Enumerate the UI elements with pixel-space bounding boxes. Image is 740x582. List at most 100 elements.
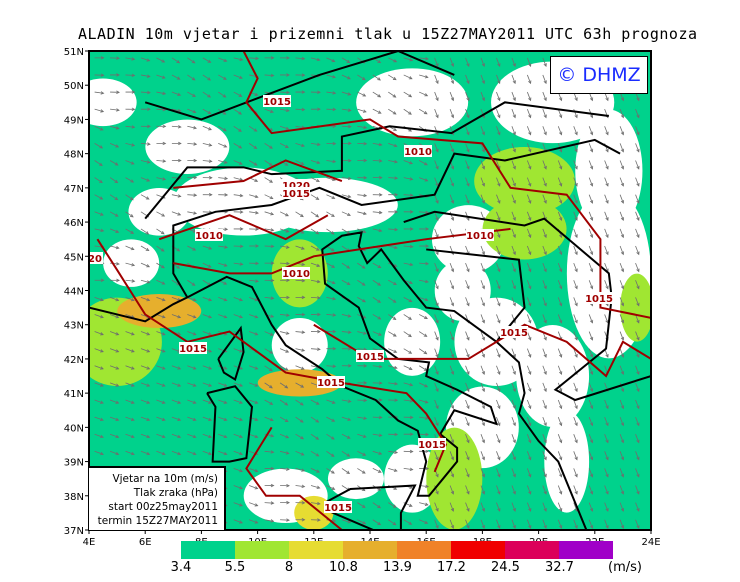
wind-arrow	[372, 314, 381, 320]
wind-arrow	[635, 160, 640, 170]
wind-arrow	[279, 416, 289, 422]
wind-arrow	[187, 314, 196, 318]
wind-arrow	[604, 468, 609, 477]
wind-arrow	[542, 194, 547, 204]
border-north	[144, 101, 609, 220]
wind-arrow	[480, 109, 485, 118]
wind-arrow	[604, 485, 609, 495]
wind-arrow	[449, 314, 454, 323]
wind-arrow	[326, 416, 335, 422]
wind-arrow	[388, 160, 398, 163]
wind-arrow	[357, 433, 367, 438]
wind-arrow	[573, 468, 578, 477]
wind-arrow	[295, 468, 305, 472]
wind-arrow	[573, 314, 578, 323]
wind-arrow	[403, 519, 412, 525]
wind-arrow	[635, 297, 640, 306]
wind-arrow	[264, 194, 273, 199]
wind-arrow	[109, 211, 119, 217]
wind-arrow	[264, 228, 274, 231]
lon-tick-label: 24E	[641, 537, 660, 548]
wind-arrow	[635, 194, 640, 204]
wind-arrow	[573, 245, 578, 255]
wind-arrow	[449, 399, 454, 409]
wind-arrow	[310, 279, 320, 283]
wind-arrow	[403, 296, 412, 302]
wind-arrow	[434, 365, 439, 375]
wind-arrow	[526, 262, 531, 272]
wind-arrow	[279, 228, 289, 233]
wind-arrow	[465, 109, 470, 118]
wind-arrow	[310, 502, 320, 505]
wind-arrow	[187, 365, 196, 370]
wind-arrow	[310, 262, 320, 267]
wind-arrow	[264, 74, 274, 77]
wind-arrow	[110, 262, 120, 265]
wind-arrow	[388, 297, 396, 303]
wind-arrow	[449, 331, 454, 341]
wind-arrow	[434, 314, 439, 323]
wind-arrow	[326, 74, 336, 78]
wind-arrow	[496, 519, 501, 529]
wind-arrow	[619, 331, 624, 341]
wind-arrow	[295, 125, 305, 129]
wind-arrow	[434, 416, 439, 426]
wind-arrow	[619, 519, 624, 529]
wind-arrow	[542, 177, 547, 187]
wind-arrow	[511, 416, 516, 426]
wind-arrow	[542, 109, 547, 118]
wind-arrow	[140, 228, 149, 235]
wind-arrow	[449, 416, 454, 426]
wind-arrow	[619, 502, 624, 512]
wind-arrow	[171, 279, 180, 286]
wind-arrow	[496, 262, 501, 272]
wind-arrow	[619, 211, 624, 221]
wind-arrow	[604, 211, 609, 221]
wind-arrow	[511, 109, 516, 118]
wind-arrow	[619, 451, 624, 460]
wind-arrow	[496, 143, 501, 152]
wind-arrow	[310, 399, 320, 405]
wind-arrow	[434, 211, 439, 221]
wind-arrow	[357, 125, 367, 129]
wind-arrow	[233, 416, 243, 421]
wind-arrow	[187, 433, 196, 438]
wind-arrow	[557, 245, 562, 255]
wind-arrow	[125, 262, 135, 266]
wind-arrow	[465, 57, 470, 67]
wind-arrow	[496, 126, 501, 135]
wind-arrow	[264, 177, 273, 183]
wind-arrow	[604, 194, 609, 204]
lat-tick-label: 47N	[64, 184, 84, 195]
wind-arrow	[588, 416, 593, 426]
wind-arrow	[588, 382, 593, 392]
wind-arrow	[341, 399, 351, 403]
wind-arrow	[140, 160, 150, 163]
wind-arrow	[573, 297, 578, 306]
wind-arrow	[449, 109, 454, 118]
wind-arrow	[187, 296, 196, 301]
wind-arrow	[249, 382, 258, 387]
wind-arrow	[619, 126, 624, 135]
wind-arrow	[171, 57, 180, 64]
wind-arrow	[434, 228, 439, 238]
wind-arrow	[140, 365, 150, 370]
wind-arrow	[341, 74, 351, 80]
wind-arrow	[218, 245, 228, 248]
wind-arrow	[403, 91, 412, 98]
wind-arrow	[526, 160, 531, 170]
wind-arrow	[635, 502, 640, 512]
wind-arrow	[233, 194, 243, 197]
wind-arrow	[465, 434, 470, 443]
isobar-label: 1010	[404, 147, 432, 158]
wind-arrow	[449, 91, 454, 101]
wind-arrow	[465, 365, 470, 375]
wind-arrow	[588, 434, 593, 443]
wind-arrow	[233, 125, 242, 132]
wind-arrow	[140, 142, 150, 145]
wind-arrow	[233, 433, 243, 438]
colorbar-threshold: 5.5	[224, 560, 246, 575]
wind-arrow	[372, 279, 381, 286]
wind-arrow	[480, 519, 485, 529]
wind-arrow	[496, 314, 501, 323]
